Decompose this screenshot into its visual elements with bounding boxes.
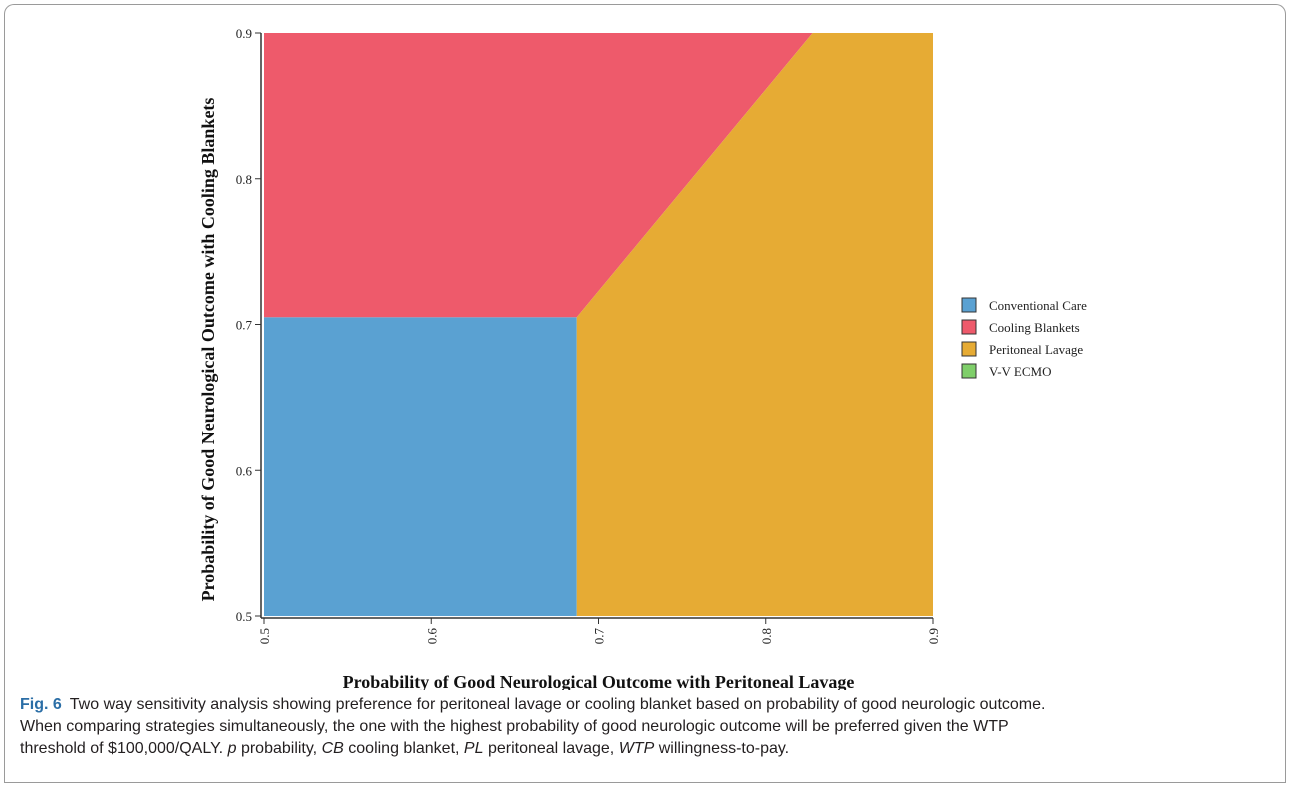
abbrev-cb: CB [321,740,344,757]
y-tick-label: 0.6 [236,463,253,478]
figure-frame [4,4,1286,783]
decision-regions [264,33,933,616]
legend-swatch [961,363,977,379]
legend-label: V-V ECMO [989,364,1052,379]
caption-line-1: Two way sensitivity analysis showing pre… [69,696,1046,713]
def-pl: peritoneal lavage, [487,740,615,757]
y-tick-label: 0.9 [236,26,252,41]
caption-line-2: When comparing strategies simultaneously… [20,718,1009,735]
legend-label: Cooling Blankets [989,320,1080,335]
figure-frame-bottom [4,782,1286,783]
abbrev-p: p [227,740,237,757]
caption-line-3: threshold of $100,000/QALY. [20,740,224,757]
def-wtp: willingness-to-pay. [658,740,790,757]
y-axis-label: Probability of Good Neurological Outcome… [198,98,218,602]
x-tick-label: 0.5 [257,628,272,644]
x-axis-label: Probability of Good Neurological Outcome… [343,672,855,690]
legend: Conventional Care Cooling Blankets Periton… [961,297,1087,379]
legend-label: Conventional Care [989,298,1087,313]
region-peritoneal-lavage [576,33,933,616]
region-conventional-care [264,317,577,616]
x-tick-label: 0.9 [926,628,941,644]
abbrev-wtp: WTP [618,740,655,757]
figure-caption: Fig. 6 Two way sensitivity analysis showi… [20,694,1275,760]
x-tick-label: 0.6 [424,628,439,645]
x-ticks: 0.5 0.6 0.7 0.8 0.9 [257,618,941,644]
y-tick-label: 0.8 [236,172,252,187]
axes [260,33,933,619]
two-way-sensitivity-chart: 0.5 0.6 0.7 0.8 0.9 0.5 0.6 0.7 0.8 0.9 Probabil… [198,26,1087,690]
legend-label: Peritoneal Lavage [989,342,1083,357]
def-cb: cooling blanket, [348,740,460,757]
abbrev-pl: PL [463,740,484,757]
y-tick-label: 0.5 [236,609,252,624]
legend-swatch [961,297,977,313]
legend-swatch [961,341,977,357]
x-tick-label: 0.7 [592,628,607,645]
def-p: probability, [240,740,318,757]
figure-label: Fig. 6 [20,696,62,713]
region-cooling-blankets [264,33,813,318]
y-tick-label: 0.7 [236,318,253,333]
x-tick-label: 0.8 [759,628,774,644]
y-ticks: 0.5 0.6 0.7 0.8 0.9 [236,26,261,624]
legend-swatch [961,319,977,335]
